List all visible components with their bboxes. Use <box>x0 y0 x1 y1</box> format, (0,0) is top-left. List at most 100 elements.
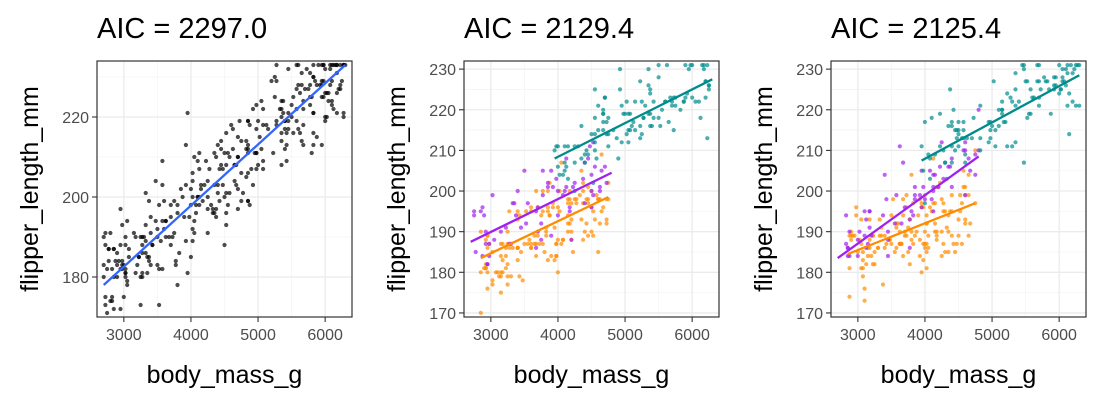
data-point <box>101 262 106 268</box>
data-point <box>126 254 131 260</box>
data-point <box>681 99 686 104</box>
data-point <box>205 178 210 184</box>
data-point <box>167 234 172 240</box>
data-point <box>214 214 219 220</box>
data-point <box>569 201 574 206</box>
data-point <box>505 229 510 234</box>
data-point <box>153 178 158 184</box>
data-point <box>1063 83 1068 88</box>
data-point <box>250 182 256 188</box>
data-point <box>912 197 918 202</box>
data-point <box>864 262 869 267</box>
data-point <box>705 136 710 141</box>
data-point <box>966 233 971 238</box>
data-point <box>294 62 299 68</box>
data-point <box>326 98 331 104</box>
data-point <box>250 106 256 112</box>
y-tick-label: 200 <box>796 184 823 201</box>
data-point <box>1072 67 1077 72</box>
data-point <box>852 233 857 238</box>
data-point <box>894 193 899 198</box>
data-point <box>859 217 864 222</box>
data-point <box>517 274 522 279</box>
data-point <box>564 156 569 161</box>
data-point <box>943 249 948 255</box>
data-point <box>909 209 914 214</box>
data-point <box>919 205 924 210</box>
data-point <box>864 217 869 222</box>
data-point <box>646 83 651 88</box>
data-point <box>198 182 204 188</box>
data-point <box>648 123 653 129</box>
data-point <box>308 102 313 108</box>
data-point <box>924 213 929 218</box>
data-point <box>554 144 559 149</box>
data-point <box>272 94 277 100</box>
data-point <box>669 103 675 108</box>
data-point <box>949 184 954 190</box>
data-point <box>116 258 121 264</box>
data-point <box>872 249 877 255</box>
data-point <box>235 154 240 160</box>
data-point <box>224 130 229 136</box>
data-point <box>534 253 539 259</box>
data-point <box>589 229 594 234</box>
data-point <box>125 282 130 288</box>
data-point <box>329 78 334 84</box>
data-point <box>963 152 968 157</box>
data-point <box>549 233 554 238</box>
data-point <box>175 210 180 216</box>
y-tick-label: 180 <box>62 270 89 287</box>
data-point <box>943 160 948 165</box>
data-point <box>240 190 246 196</box>
data-point <box>281 110 286 116</box>
data-point <box>1028 111 1033 116</box>
data-point <box>582 201 587 206</box>
data-point <box>597 184 603 190</box>
data-point <box>847 233 852 238</box>
data-point <box>555 188 561 194</box>
data-point <box>885 253 891 259</box>
data-point <box>115 250 120 256</box>
data-point <box>891 197 896 202</box>
data-point <box>524 221 529 226</box>
data-point <box>245 170 251 176</box>
data-point <box>336 86 341 92</box>
data-point <box>567 197 572 202</box>
data-point <box>529 241 534 246</box>
data-point <box>135 262 140 268</box>
data-point <box>705 63 710 68</box>
data-point <box>567 205 572 210</box>
data-point <box>1001 119 1006 125</box>
data-point <box>963 221 968 226</box>
panel-border <box>463 60 720 318</box>
data-point <box>949 193 954 198</box>
data-point <box>582 160 587 165</box>
data-point <box>673 103 678 108</box>
data-point <box>182 214 187 220</box>
data-point <box>917 193 923 198</box>
data-point <box>623 111 628 116</box>
data-point <box>949 119 954 125</box>
fit-line-3 <box>554 78 713 160</box>
data-point <box>505 282 510 287</box>
data-point <box>215 182 220 188</box>
data-point <box>549 168 554 173</box>
data-point <box>584 221 589 226</box>
data-point <box>693 99 698 104</box>
data-point <box>896 221 901 226</box>
data-point <box>565 201 571 206</box>
data-point <box>103 302 108 308</box>
data-point <box>507 245 512 250</box>
data-point <box>286 110 291 116</box>
data-point <box>232 178 237 184</box>
x-tick-label: 5000 <box>974 327 1010 344</box>
x-tick-label: 4000 <box>907 327 943 344</box>
x-tick-label: 3000 <box>840 327 876 344</box>
data-point <box>555 205 561 210</box>
data-point <box>111 246 116 252</box>
fit-line-2 <box>470 171 613 243</box>
data-point <box>978 136 983 141</box>
data-point <box>118 206 123 212</box>
data-point <box>183 182 188 188</box>
